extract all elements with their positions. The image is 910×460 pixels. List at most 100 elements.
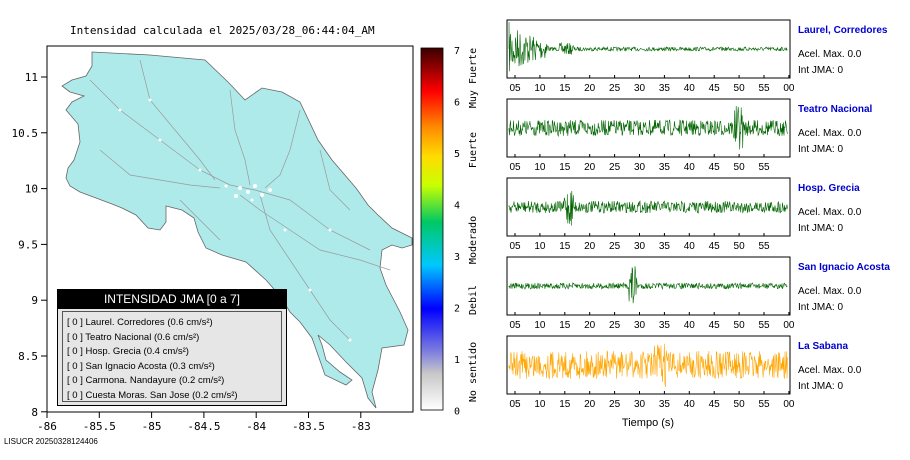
seismogram-tick-label: 05 (509, 320, 521, 331)
colorbar-tick-label: 3 (454, 252, 460, 263)
station-int-jma: Int JMA: 0 (798, 223, 843, 234)
map-y-tick-label: 8.5 (18, 350, 38, 363)
seismogram-tick-label: 10 (534, 162, 546, 173)
seismogram-panel: 05 10 15 20 25 30 35 40 45 50 55 00 Laurel, Corredor… (506, 19, 888, 94)
seismogram-tick-label: 35 (659, 83, 671, 94)
seismogram-tick-label: 25 (609, 83, 621, 94)
map-x-tick-label: -85.5 (83, 420, 116, 433)
colorbar-category-label: Muy Fuerte (468, 48, 479, 108)
seismogram-tick-label: 55 (758, 399, 770, 410)
seismogram-tick-label: 45 (709, 241, 721, 252)
seismogram-tick-label: 55 (758, 320, 770, 331)
seismogram-tick-label: 15 (559, 83, 571, 94)
legend-list-box: [ 0 ] Laurel. Corredores (0.6 cm/s²) [ 0 … (62, 311, 282, 402)
colorbar-tick-label: 1 (454, 355, 460, 366)
colorbar-tick-label: 2 (454, 304, 460, 315)
seismogram-tick-label: 25 (609, 399, 621, 410)
seismogram-tick-label: 40 (684, 241, 696, 252)
station-acel-max: Acel. Max. 0.0 (798, 365, 862, 376)
colorbar-category-label: Fuerte (468, 132, 479, 168)
station-int-jma: Int JMA: 0 (798, 302, 843, 313)
seismogram-panels: 05 10 15 20 25 30 35 40 45 50 55 00 Laurel, Corredor… (506, 19, 890, 410)
legend-item: [ 0 ] Hosp. Grecia (0.4 cm/s²) (67, 346, 189, 357)
legend-item: [ 0 ] Teatro Nacional (0.6 cm/s²) (67, 331, 200, 343)
map-y-tick-label: 11 (25, 71, 38, 84)
seismogram-tick-label: 15 (559, 241, 571, 252)
seismogram-tick-label: 45 (709, 399, 721, 410)
map-y-tick-label: 9 (31, 294, 38, 307)
seismogram-tick-label: 55 (758, 241, 770, 252)
colorbar-categories: Muy Fuerte Fuerte Moderado Debil No sentido (468, 48, 479, 402)
map-x-tick-label: -83 (351, 420, 371, 433)
seismogram-tick-label: 20 (584, 241, 596, 252)
station-acel-max: Acel. Max. 0.0 (798, 286, 862, 297)
seismogram-frame (506, 335, 791, 395)
seismogram-tick-label: 15 (559, 162, 571, 173)
seismogram-tick-label: 40 (684, 83, 696, 94)
seismogram-trace (508, 190, 788, 226)
legend-title: INTENSIDAD JMA [0 a 7] (58, 290, 286, 309)
map-title: Intensidad calculada el 2025/03/28_06:44… (70, 24, 375, 37)
map-x-tick-label: -85 (142, 420, 162, 433)
seismogram-panel: 05 10 15 20 25 30 35 40 45 50 55 00 La Sabana Acel. M… (506, 335, 862, 410)
seismogram-trace (508, 266, 788, 304)
seismogram-tick-label: 50 (734, 83, 746, 94)
seismogram-tick-label: 30 (634, 162, 646, 173)
seismogram-tick-label: 10 (534, 320, 546, 331)
legend-list: [ 0 ] Laurel. Corredores (0.6 cm/s²) [ 0 … (63, 316, 281, 403)
seismogram-tick-label: 15 (559, 399, 571, 410)
colorbar-category-label: No sentido (468, 342, 479, 402)
seismogram-panel: 05 10 15 20 25 30 35 40 45 50 55 Teatro Nacional Ace… (506, 98, 872, 173)
seismogram-tick-label: 00 (783, 83, 795, 94)
seismogram-tick-label: 25 (609, 320, 621, 331)
seismogram-tick-label: 45 (709, 162, 721, 173)
seismogram-tick-label: 10 (534, 241, 546, 252)
legend-item: [ 0 ] San Ignacio Acosta (0.3 cm/s²) (67, 360, 215, 372)
map-y-tick-label: 8 (31, 406, 38, 419)
station-int-jma: Int JMA: 0 (798, 144, 843, 155)
seismogram-tick-label: 25 (609, 241, 621, 252)
seismogram-tick-label: 45 (709, 320, 721, 331)
seismogram-tick-label: 05 (509, 162, 521, 173)
station-acel-max: Acel. Max. 0.0 (798, 207, 862, 218)
seismogram-tick-label: 20 (584, 162, 596, 173)
station-name: Hosp. Grecia (798, 183, 860, 194)
map-x-tick-label: -84.5 (187, 420, 220, 433)
seismogram-tick-label: 05 (509, 241, 521, 252)
seismogram-tick-label: 40 (684, 399, 696, 410)
map-x-tick-label: -83.5 (292, 420, 325, 433)
seismogram-x-label: Tiempo (s) (622, 417, 674, 429)
seismogram-tick-label: 35 (659, 241, 671, 252)
map-y-tick-label: 9.5 (18, 238, 38, 251)
seismogram-tick-label: 15 (559, 320, 571, 331)
seismogram-tick-label: 20 (584, 399, 596, 410)
map-y-axis: 11 10.5 10 9.5 9 8.5 8 (12, 71, 47, 419)
map-y-tick-label: 10 (25, 183, 38, 196)
seismogram-tick-label: 20 (584, 83, 596, 94)
legend-item: [ 0 ] Cuesta Moras. San Jose (0.2 cm/s²) (67, 389, 238, 401)
colorbar-ticks: 7 6 5 4 3 2 1 0 (454, 46, 460, 418)
seismogram-tick-label: 30 (634, 320, 646, 331)
colorbar-category-label: Moderado (468, 216, 479, 264)
seismogram-tick-label: 30 (634, 83, 646, 94)
seismogram-tick-label: 35 (659, 399, 671, 410)
seismogram-tick-label: 10 (534, 83, 546, 94)
legend-item: [ 0 ] Laurel. Corredores (0.6 cm/s²) (67, 317, 213, 328)
seismogram-tick-label: 40 (684, 320, 696, 331)
seismogram-tick-label: 10 (534, 399, 546, 410)
seismogram-panel: 05 10 15 20 25 30 35 40 45 50 55 Hosp. Grecia Acel. … (506, 177, 862, 252)
seismogram-tick-label: 30 (634, 399, 646, 410)
town-markers (118, 98, 352, 342)
station-int-jma: Int JMA: 0 (798, 65, 843, 76)
seismogram-tick-label: 05 (509, 83, 521, 94)
colorbar (420, 47, 444, 411)
station-name: San Ignacio Acosta (798, 262, 890, 273)
seismogram-tick-label: 00 (783, 399, 795, 410)
seismogram-tick-label: 35 (659, 162, 671, 173)
colorbar-tick-label: 4 (454, 201, 460, 212)
colorbar-tick-label: 6 (454, 98, 460, 109)
station-acel-max: Acel. Max. 0.0 (798, 49, 862, 60)
seismogram-tick-label: 45 (709, 83, 721, 94)
seismogram-tick-label: 55 (758, 83, 770, 94)
seismogram-tick-label: 25 (609, 162, 621, 173)
